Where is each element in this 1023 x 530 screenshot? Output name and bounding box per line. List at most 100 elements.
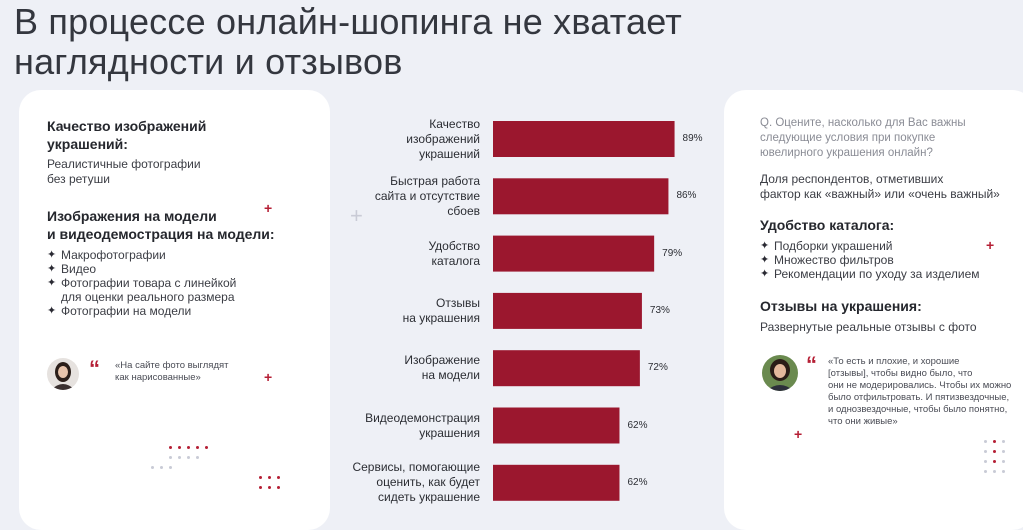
bar-value-label: 72% [647, 362, 668, 374]
four-point-star-icon: ✦ [47, 249, 57, 261]
list-item-label: Макрофотографии [61, 248, 166, 262]
text-line: без ретуши [47, 172, 110, 186]
list-item-label: для оценки реального размера [61, 290, 235, 304]
bar-value-label: 62% [627, 476, 648, 488]
list-item: ✦ Фотографии на модели [47, 304, 236, 318]
heading-line: Качество изображений [47, 118, 207, 134]
category-label-line: Видеодемонстрация [365, 410, 480, 425]
list-item-label: Видео [61, 262, 97, 276]
quote-line: они не модерировались. Чтобы их можно [828, 380, 1012, 391]
section-heading-model-images: Изображения на модели и видеодемострация… [47, 207, 275, 243]
feature-list: ✦ Макрофотографии ✦ Видео ✦ Фотографии това… [47, 248, 236, 318]
left-info-card: Качество изображений украшений: Реалисти… [19, 90, 330, 530]
customer-quote: «На сайте фото выглядят как нарисованные… [115, 360, 229, 384]
section-text-reviews: Развернутые реальные отзывы с фото [760, 320, 977, 334]
category-label-line: Сервисы, помогающие [352, 460, 480, 475]
customer-quote: «То есть и плохие, и хорошие [отзывы], ч… [828, 356, 1011, 428]
category-label: Быстрая работа сайта и отсутствие сбоев [330, 174, 480, 219]
category-label: Изображение на модели [330, 353, 480, 383]
four-point-star-icon: ✦ [760, 268, 770, 280]
category-label-line: каталога [431, 253, 480, 268]
quote-line: что они живые» [828, 416, 898, 427]
note-line: фактор как «важный» или «очень важный» [760, 187, 1000, 201]
section-text-realistic-photos: Реалистичные фотографии без ретуши [47, 157, 201, 187]
category-label-line: Удобство [428, 238, 480, 253]
category-label-line: Изображение [404, 353, 480, 368]
category-label-line: на модели [421, 368, 480, 383]
list-item-label: Подборки украшений [774, 239, 893, 253]
text-line: Реалистичные фотографии [47, 157, 201, 171]
avatar [47, 358, 79, 390]
catalog-feature-list: ✦ Подборки украшений ✦ Множество фильтров … [760, 239, 980, 281]
list-item: ✦ Фотографии товара с линейкой [47, 276, 236, 290]
list-item: ✦ Макрофотографии [47, 248, 236, 262]
title-line-2: наглядности и отзывов [14, 41, 403, 82]
bar [493, 235, 655, 272]
quote-line: было отфильтровать. И пятизвездочные, [828, 392, 1010, 403]
list-item-continuation: для оценки реального размера [47, 290, 236, 304]
page-title: В процессе онлайн-шопинга не хватает наг… [14, 2, 682, 82]
four-point-star-icon: ✦ [760, 240, 770, 252]
four-point-star-icon: ✦ [47, 277, 57, 289]
category-label: Сервисы, помогающие оценить, как будет сид… [330, 460, 480, 505]
list-item-label: Фотографии товара с линейкой [61, 276, 237, 290]
survey-question: Q. Оцените, насколько для Вас важны след… [760, 116, 966, 161]
bar-value-label: 62% [627, 419, 648, 431]
bar [493, 350, 640, 387]
category-label-line: сбоев [447, 203, 480, 218]
quote-line: и однозвездочные, чтобы было понятно, [828, 404, 1008, 415]
bar [493, 464, 620, 501]
quote-line: как нарисованные» [115, 372, 201, 383]
quote-line: [отзывы], чтобы видно было, что [828, 368, 973, 379]
accent-plus-icon: + [986, 237, 995, 253]
list-item: ✦ Множество фильтров [760, 253, 980, 267]
question-line: следующие условия при покупке [760, 132, 936, 144]
category-label-line: украшений [419, 146, 480, 161]
heading-line: Изображения на модели [47, 208, 217, 224]
category-label: Качество изображений украшений [330, 117, 480, 162]
category-label: Удобство каталога [330, 239, 480, 269]
list-item-label: Множество фильтров [774, 253, 894, 267]
bar-value-label: 73% [649, 304, 670, 316]
category-label-line: Быстрая работа [390, 173, 480, 188]
category-label-line: украшения [419, 425, 480, 440]
bar [493, 121, 675, 157]
category-label-line: изображений [406, 131, 480, 146]
quote-mark-icon: “ [806, 352, 817, 377]
bar-value-label: 89% [682, 133, 703, 144]
category-label: Видеодемонстрация украшения [330, 411, 480, 441]
accent-plus-icon: + [264, 200, 273, 216]
section-heading-image-quality: Качество изображений украшений: [47, 117, 206, 153]
section-heading-reviews: Отзывы на украшения: [760, 298, 922, 314]
background-plus-icon: + [350, 203, 363, 228]
question-line: ювелирного украшения онлайн? [760, 147, 933, 159]
category-label-line: сидеть украшение [378, 490, 480, 505]
heading-line: и видеодемострация на модели: [47, 226, 275, 242]
category-label-line: Отзывы [436, 295, 480, 310]
bar [493, 407, 620, 444]
four-point-star-icon: ✦ [47, 305, 57, 317]
list-item-label: Фотографии на модели [61, 304, 192, 318]
title-line-1: В процессе онлайн-шопинга не хватает [14, 1, 682, 42]
heading-line: украшений: [47, 136, 128, 152]
respondent-note: Доля респондентов, отметивших фактор как… [760, 172, 1000, 202]
list-item: ✦ Видео [47, 262, 236, 276]
right-info-card: Q. Оцените, насколько для Вас важны след… [724, 90, 1023, 530]
avatar [762, 355, 798, 391]
list-item: ✦ Подборки украшений [760, 239, 980, 253]
accent-plus-icon: + [794, 426, 803, 442]
question-line: Q. Оцените, насколько для Вас важны [760, 117, 966, 129]
category-label-line: сайта и отсутствие [374, 188, 480, 203]
bar-value-label: 86% [676, 190, 697, 202]
four-point-star-icon: ✦ [47, 263, 57, 275]
bar-value-label: 79% [662, 247, 683, 259]
quote-mark-icon: “ [89, 356, 100, 381]
bar [493, 178, 669, 215]
list-item-label: Рекомендации по уходу за изделием [774, 267, 980, 281]
quote-line: «На сайте фото выглядят [115, 360, 229, 371]
category-label-line: на украшения [402, 310, 480, 325]
note-line: Доля респондентов, отметивших [760, 172, 944, 186]
bar [493, 292, 642, 329]
list-item: ✦ Рекомендации по уходу за изделием [760, 267, 980, 281]
